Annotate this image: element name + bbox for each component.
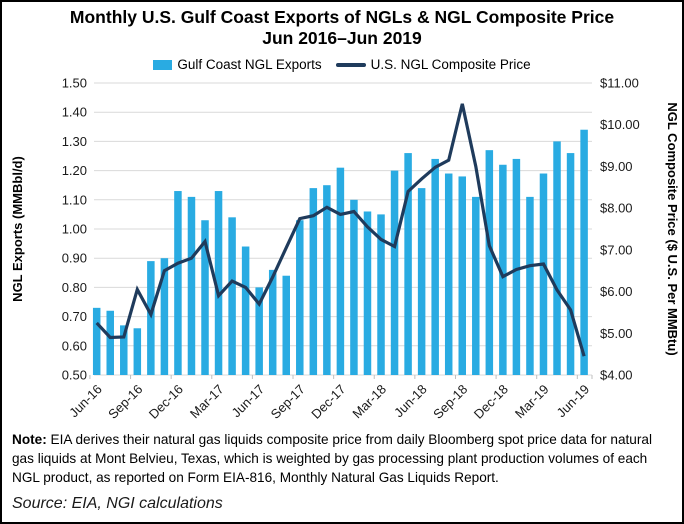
x-tick-label: Mar-17 [187, 381, 227, 421]
bar-Apr-19 [553, 141, 561, 375]
bar-May-18 [404, 152, 412, 375]
price-line [95, 103, 586, 357]
x-tick-label: Dec-18 [471, 381, 511, 421]
legend: Gulf Coast NGL Exports U.S. NGL Composit… [2, 56, 682, 74]
bar-Jun-16 [92, 307, 101, 375]
bar-Nov-17 [323, 184, 331, 375]
y-right-axis-title: NGL Composite Price ($ U.S. Per MMBtu) [665, 102, 680, 355]
y-left-tick-label: 1.30 [62, 134, 87, 149]
bar-Oct-18 [472, 196, 480, 375]
bar-Aug-16 [120, 325, 128, 375]
legend-label-exports: Gulf Coast NGL Exports [177, 57, 322, 73]
y-left-tick-label: 0.80 [62, 280, 87, 295]
bar-Dec-16 [174, 190, 182, 375]
bar-Jul-18 [431, 158, 439, 375]
bar-Sep-17 [296, 219, 304, 375]
bar-Dec-17 [336, 167, 345, 375]
x-tick-label: Dec-17 [308, 381, 348, 421]
bar-Feb-18 [363, 211, 372, 375]
bar-Jan-18 [350, 199, 358, 375]
y-left-tick-label: 0.60 [62, 338, 87, 353]
bar-Nov-18 [485, 149, 494, 375]
bar-Apr-18 [390, 170, 399, 375]
bar-Jun-19 [580, 129, 588, 375]
plot-area: 0.50 0.60 0.70 0.80 0.90 1.00 1.10 1.20 1.30 1.40… [2, 76, 682, 428]
bar-Feb-19 [526, 196, 534, 375]
bar-Oct-17 [309, 187, 318, 375]
bar-Jun-18 [417, 187, 426, 375]
y-left-tick-label: 1.00 [62, 221, 87, 236]
y-right-tick-label: $10.00 [600, 117, 640, 132]
legend-label-price: U.S. NGL Composite Price [370, 57, 531, 73]
y-right-tick-label: $11.00 [600, 76, 639, 91]
y-left-tick-label: 1.20 [62, 163, 87, 178]
x-tick-label: Jun-17 [229, 381, 268, 420]
note-label: Note: [12, 431, 47, 447]
chart-svg: 0.50 0.60 0.70 0.80 0.90 1.00 1.10 1.20 1.30 1.40… [10, 76, 680, 422]
bar-Mar-19 [539, 173, 548, 375]
chart-title: Monthly U.S. Gulf Coast Exports of NGLs … [2, 7, 682, 50]
bar-Mar-17 [214, 190, 223, 375]
bar-Mar-18 [377, 214, 385, 375]
x-tick-label: Mar-19 [512, 381, 552, 421]
y-left-axis-title: NGL Exports (MMBbl/d) [10, 156, 25, 302]
bar-Dec-18 [499, 164, 507, 375]
bar-Jan-19 [512, 158, 521, 375]
x-tick-label: Jun-19 [554, 381, 593, 420]
bar-Feb-17 [201, 219, 209, 375]
y-left-tick-label: 0.70 [62, 309, 87, 324]
bar-Nov-16 [160, 257, 169, 375]
y-right-tick-label: $8.00 [600, 200, 633, 215]
bar-Apr-17 [228, 217, 236, 375]
y-right-tick-label: $4.00 [600, 367, 633, 382]
bar-swatch-icon [153, 59, 173, 70]
bar-Jan-17 [187, 196, 196, 375]
bar-Sep-18 [458, 176, 466, 375]
y-right-tick-label: $6.00 [600, 284, 633, 299]
x-tick-label: Sep-17 [268, 381, 308, 421]
bar-Aug-18 [444, 173, 453, 375]
y-left-tick-label: 0.90 [62, 250, 87, 265]
source-line: Source: EIA, NGI calculations [12, 494, 223, 512]
y-left-tick-label: 0.50 [62, 367, 87, 382]
bar-Oct-16 [147, 260, 155, 375]
chart-title-line2: Jun 2016–Jun 2019 [262, 28, 422, 49]
legend-item-price: U.S. NGL Composite Price [335, 57, 531, 73]
x-tick-label: Sep-18 [430, 381, 470, 421]
bar-Aug-17 [282, 275, 290, 375]
y-right-tick-label: $9.00 [600, 159, 633, 174]
note: Note: EIA derives their natural gas liqu… [2, 428, 682, 488]
bar-May-17 [241, 246, 250, 375]
bar-Jul-16 [106, 310, 114, 375]
x-tick-label: Dec-16 [146, 381, 186, 421]
bar-Jun-17 [255, 287, 263, 375]
bar-Sep-16 [133, 327, 142, 375]
y-left-tick-label: 1.50 [62, 76, 87, 91]
y-right-tick-label: $7.00 [600, 242, 633, 257]
legend-item-exports: Gulf Coast NGL Exports [153, 57, 322, 73]
note-text: EIA derives their natural gas liquids co… [12, 431, 652, 486]
chart-title-line1: Monthly U.S. Gulf Coast Exports of NGLs … [69, 7, 615, 27]
x-tick-label: Mar-18 [349, 381, 389, 421]
x-tick-label: Sep-16 [105, 381, 145, 421]
x-tick-label: Jun-18 [391, 381, 430, 420]
bar-May-19 [566, 152, 575, 375]
bar-Jul-17 [268, 269, 277, 375]
line-swatch-icon [335, 62, 366, 67]
y-left-tick-label: 1.40 [62, 104, 87, 119]
y-right-tick-label: $5.00 [600, 325, 633, 340]
x-tick-label: Jun-16 [66, 381, 105, 420]
y-left-tick-label: 1.10 [62, 192, 87, 207]
